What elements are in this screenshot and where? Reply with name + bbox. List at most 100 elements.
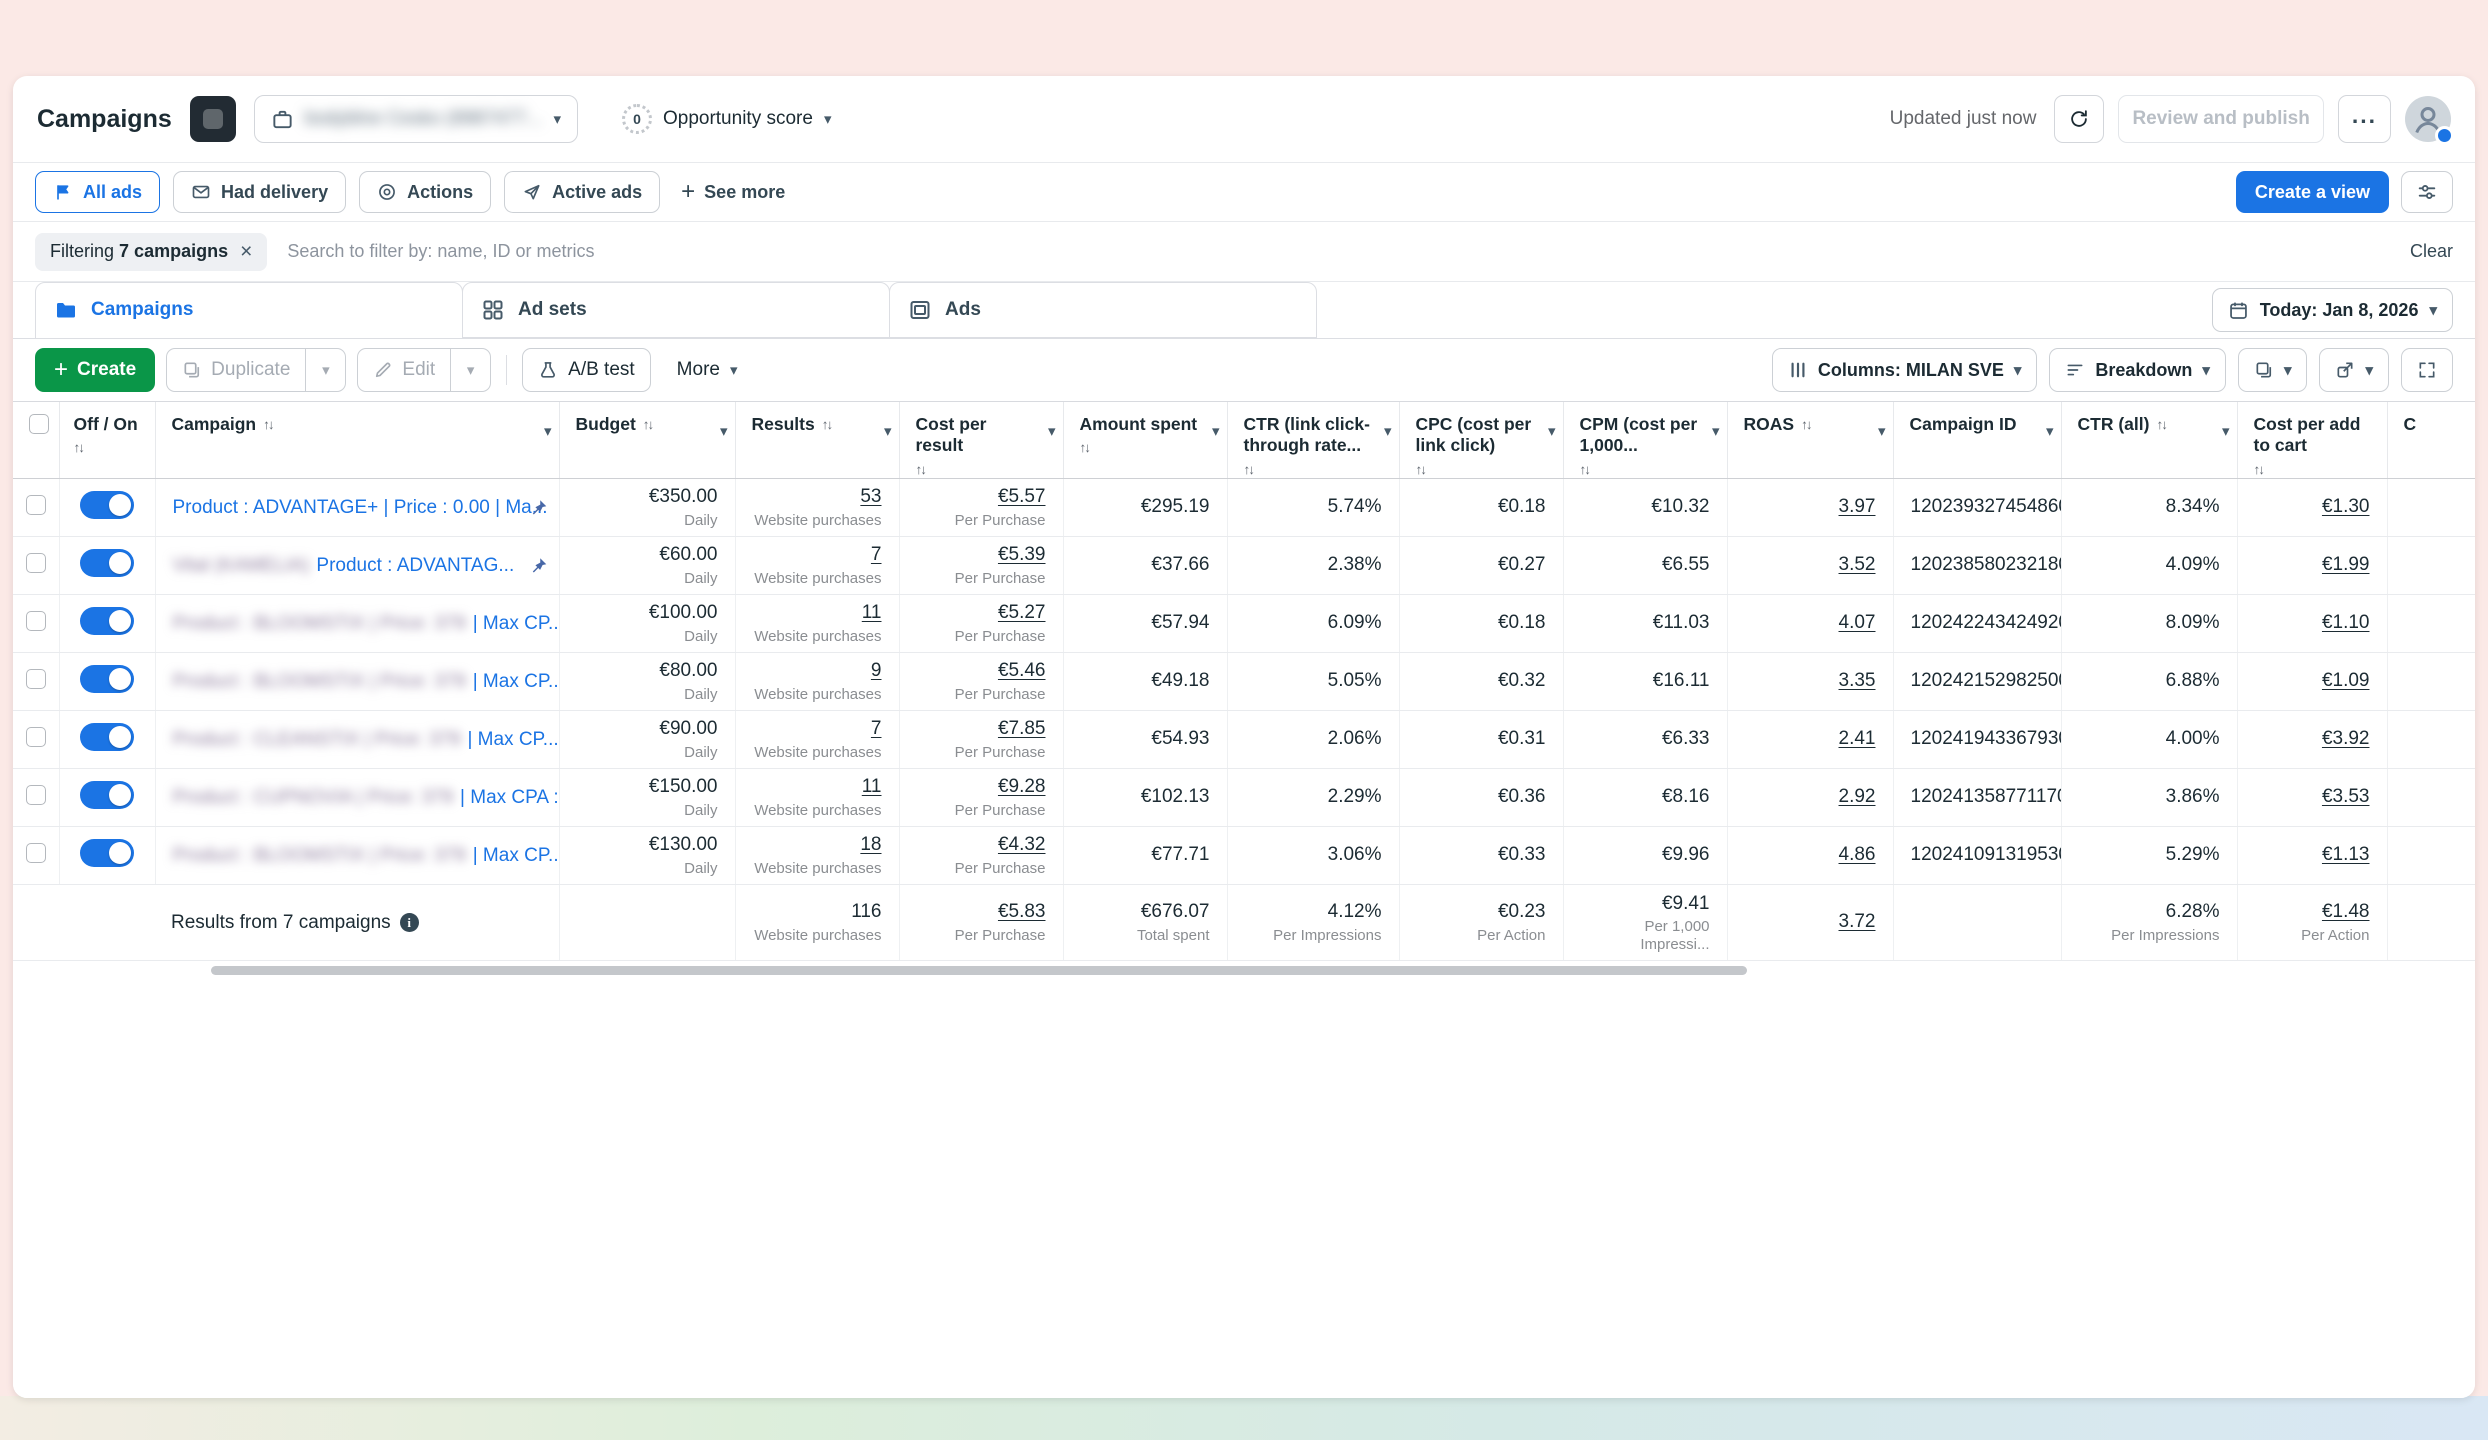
column-menu-icon[interactable]: ▾ — [543, 423, 552, 440]
sort-icon[interactable]: ↑↓ — [1801, 417, 1812, 432]
filter-chip-active-ads[interactable]: Active ads — [504, 171, 661, 213]
campaign-name-link[interactable]: | Max CP... — [472, 612, 559, 634]
cost-per-result-value[interactable]: €9.28 — [997, 776, 1046, 798]
column-menu-icon[interactable]: ▾ — [719, 423, 728, 440]
filter-chip-actions[interactable]: Actions — [359, 171, 492, 213]
horizontal-scrollbar[interactable] — [211, 966, 1747, 975]
results-value[interactable]: 18 — [860, 834, 882, 856]
roas-value[interactable]: 2.92 — [1838, 786, 1876, 808]
column-header-campaign-id[interactable]: Campaign ID — [1909, 414, 2017, 434]
sort-icon[interactable]: ↑↓ — [1415, 461, 1427, 477]
sort-icon[interactable]: ↑↓ — [915, 461, 927, 477]
roas-value[interactable]: 4.86 — [1838, 844, 1876, 866]
sort-icon[interactable]: ↑↓ — [2156, 417, 2167, 432]
account-selector[interactable]: bodyblne Cesko (8987477... ▾ — [253, 95, 578, 143]
summary-roas[interactable]: 3.72 — [1838, 911, 1876, 933]
roas-value[interactable]: 4.07 — [1838, 612, 1876, 634]
sort-icon[interactable]: ↑↓ — [642, 417, 654, 432]
cost-per-result-value[interactable]: €5.27 — [997, 602, 1046, 624]
summary-cost-per-add-to-cart[interactable]: €1.48 — [2321, 901, 2370, 923]
results-value[interactable]: 7 — [870, 544, 882, 566]
cost-per-add-to-cart-value[interactable]: €1.30 — [2321, 496, 2370, 518]
column-header-campaign[interactable]: Campaign — [171, 414, 257, 434]
clear-filters-link[interactable]: Clear — [2409, 241, 2453, 261]
create-button[interactable]: + Create — [35, 348, 156, 392]
campaign-name-link[interactable]: Product : ADVANTAG... — [316, 554, 515, 576]
column-header-cost-per-result[interactable]: Cost per result — [915, 414, 987, 456]
cost-per-add-to-cart-value[interactable]: €1.13 — [2321, 844, 2370, 866]
filter-chip-all-ads[interactable]: All ads — [35, 171, 161, 213]
edit-button[interactable]: Edit — [357, 348, 452, 392]
cost-per-result-value[interactable]: €5.46 — [997, 660, 1046, 682]
export-button[interactable]: ▾ — [2319, 348, 2389, 392]
search-input[interactable] — [287, 241, 2390, 262]
results-value[interactable]: 11 — [861, 602, 882, 624]
select-all-checkbox[interactable] — [28, 414, 49, 434]
campaign-toggle[interactable] — [80, 780, 134, 809]
date-range-picker[interactable]: Today: Jan 8, 2026 ▾ — [2211, 288, 2453, 332]
column-menu-icon[interactable]: ▾ — [1877, 423, 1886, 440]
tab-ads[interactable]: Ads — [889, 282, 1317, 338]
sort-icon[interactable]: ↑↓ — [1243, 461, 1255, 477]
cost-per-add-to-cart-value[interactable]: €1.99 — [2321, 554, 2370, 576]
sort-icon[interactable]: ↑↓ — [1579, 461, 1591, 477]
user-avatar[interactable] — [2405, 96, 2454, 145]
column-menu-icon[interactable]: ▾ — [1711, 423, 1720, 440]
active-filter-chip[interactable]: Filtering 7 campaigns × — [35, 232, 268, 271]
row-checkbox[interactable] — [25, 610, 46, 631]
campaign-name-link[interactable]: Product : ADVANTAGE+ | Price : 0.00 | Ma… — [172, 496, 548, 518]
campaign-name-link[interactable]: | Max CP... — [472, 670, 559, 692]
results-value[interactable]: 11 — [861, 776, 882, 798]
cost-per-add-to-cart-value[interactable]: €1.10 — [2321, 612, 2370, 634]
roas-value[interactable]: 3.97 — [1838, 496, 1876, 518]
column-menu-icon[interactable]: ▾ — [2045, 423, 2054, 440]
cost-per-result-value[interactable]: €5.39 — [997, 544, 1046, 566]
column-menu-icon[interactable]: ▾ — [1383, 423, 1392, 440]
column-header-roas[interactable]: ROAS — [1743, 414, 1795, 434]
column-header-cpc[interactable]: CPC (cost per link click) — [1415, 414, 1532, 456]
create-a-view-button[interactable]: Create a view — [2235, 171, 2389, 213]
see-more-button[interactable]: + See more — [681, 178, 786, 205]
column-header-cutoff[interactable]: C — [2403, 414, 2417, 434]
campaign-toggle[interactable] — [80, 606, 134, 635]
column-header-cost-per-add-to-cart[interactable]: Cost per add to cart — [2253, 414, 2361, 456]
sort-icon[interactable]: ↑↓ — [821, 417, 833, 432]
column-menu-icon[interactable]: ▾ — [883, 423, 892, 440]
roas-value[interactable]: 2.41 — [1838, 728, 1876, 750]
column-header-amount-spent[interactable]: Amount spent — [1079, 414, 1198, 434]
column-header-cpm[interactable]: CPM (cost per 1,000... — [1579, 414, 1698, 456]
filter-chip-had-delivery[interactable]: Had delivery — [173, 171, 347, 213]
expand-table-button[interactable] — [2401, 348, 2453, 392]
row-checkbox[interactable] — [25, 494, 46, 515]
cost-per-result-value[interactable]: €5.57 — [997, 486, 1046, 508]
column-menu-icon[interactable]: ▾ — [2221, 423, 2230, 440]
tab-campaigns[interactable]: Campaigns — [35, 282, 463, 338]
column-menu-icon[interactable]: ▾ — [1211, 423, 1220, 440]
sort-icon[interactable]: ↑↓ — [73, 440, 85, 456]
cost-per-result-value[interactable]: €4.32 — [997, 834, 1046, 856]
row-checkbox[interactable] — [25, 842, 46, 863]
sort-icon[interactable]: ↑↓ — [263, 417, 274, 432]
cost-per-add-to-cart-value[interactable]: €1.09 — [2321, 670, 2370, 692]
business-avatar[interactable] — [189, 96, 236, 142]
opportunity-score[interactable]: 0 Opportunity score ▾ — [621, 104, 831, 134]
cost-per-add-to-cart-value[interactable]: €3.53 — [2321, 786, 2370, 808]
column-menu-icon[interactable]: ▾ — [1547, 423, 1556, 440]
campaign-name-link[interactable]: | Max CP... — [467, 728, 559, 750]
roas-value[interactable]: 3.52 — [1838, 554, 1876, 576]
refresh-button[interactable] — [2054, 95, 2105, 143]
campaign-toggle[interactable] — [80, 548, 134, 577]
campaign-toggle[interactable] — [80, 722, 134, 751]
campaign-name-link[interactable]: | Max CP... — [472, 844, 559, 866]
results-value[interactable]: 7 — [870, 718, 882, 740]
row-checkbox[interactable] — [25, 784, 46, 805]
row-checkbox[interactable] — [25, 726, 46, 747]
tab-ad-sets[interactable]: Ad sets — [462, 282, 890, 338]
row-checkbox[interactable] — [25, 668, 46, 689]
sort-icon[interactable]: ↑↓ — [2253, 461, 2265, 477]
sort-icon[interactable]: ↑↓ — [1079, 440, 1091, 456]
close-icon[interactable]: × — [240, 240, 253, 263]
summary-cost-per-result[interactable]: €5.83 — [997, 901, 1046, 923]
breakdown-button[interactable]: Breakdown ▾ — [2049, 348, 2226, 392]
campaign-toggle[interactable] — [80, 664, 134, 693]
